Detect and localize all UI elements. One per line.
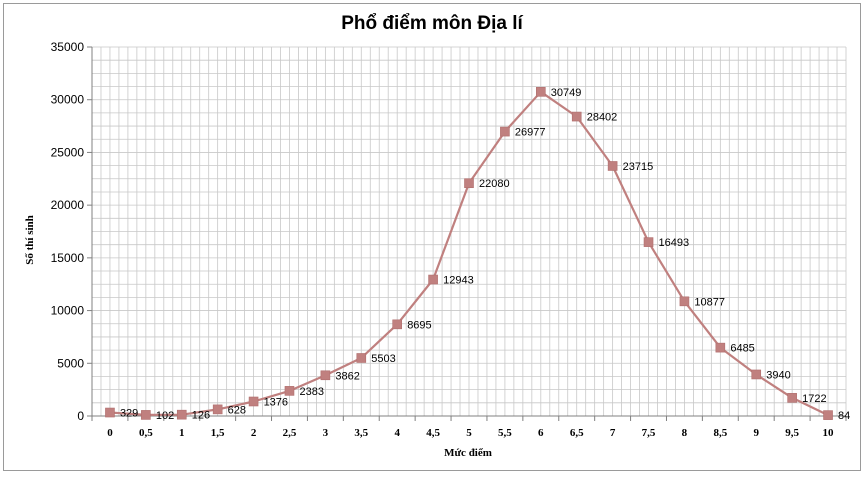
- data-point: [320, 370, 331, 381]
- data-label: 8695: [407, 319, 431, 331]
- x-tick-label: 6,5: [570, 427, 584, 439]
- x-tick-label: 6: [538, 427, 544, 439]
- data-label: 6485: [730, 343, 754, 355]
- y-tick-label: 15000: [51, 251, 85, 265]
- data-point: [751, 369, 762, 380]
- y-tick-label: 20000: [51, 198, 85, 212]
- x-tick-label: 3: [323, 427, 329, 439]
- data-point: [105, 407, 115, 418]
- series: [105, 87, 833, 420]
- x-tick-label: 2,5: [283, 427, 297, 439]
- y-tick-label: 5000: [57, 356, 84, 370]
- y-tick-labels: 0 5000 10000 15000 20000 25000 30000 35000: [51, 40, 85, 423]
- axes: [87, 46, 847, 421]
- x-tick-label: 9,5: [785, 427, 799, 439]
- x-tick-label: 8,5: [713, 427, 727, 439]
- x-tick-label: 1,5: [211, 427, 225, 439]
- data-label: 3862: [335, 370, 359, 382]
- x-tick-label: 1: [179, 427, 185, 439]
- x-tick-label: 4: [394, 427, 400, 439]
- data-label: 3940: [766, 369, 790, 381]
- x-tick-label: 5: [466, 427, 472, 439]
- data-point: [212, 404, 223, 415]
- y-tick-label: 10000: [51, 304, 85, 318]
- data-label: 26977: [515, 127, 546, 139]
- data-point: [356, 353, 367, 363]
- x-tick-label: 2: [251, 427, 257, 439]
- data-label: 1722: [802, 393, 826, 405]
- x-tick-label: 7,5: [642, 427, 656, 439]
- x-tick-label: 0,5: [139, 427, 153, 439]
- grid: [91, 46, 847, 417]
- data-point: [464, 178, 474, 189]
- data-label: 628: [228, 404, 246, 416]
- data-label: 329: [120, 408, 138, 420]
- data-point: [392, 319, 402, 330]
- data-labels: 329 102 126 628 1376 2383 3862 5503 8695 12943 220…: [120, 87, 850, 422]
- data-label: 1376: [264, 396, 288, 408]
- data-label: 102: [156, 410, 174, 422]
- chart-title: Phổ điểm môn Địa lí: [341, 13, 523, 34]
- data-label: 23715: [623, 161, 654, 173]
- x-tick-label: 9: [753, 427, 759, 439]
- x-tick-label: 8: [682, 427, 688, 439]
- data-point: [428, 274, 438, 285]
- data-point: [500, 126, 510, 137]
- data-label: 5503: [371, 353, 395, 365]
- data-point: [823, 410, 833, 420]
- data-point: [715, 342, 726, 353]
- data-point: [176, 409, 187, 420]
- y-tick-label: 35000: [51, 40, 85, 54]
- data-label: 28402: [587, 112, 618, 124]
- data-point: [571, 111, 582, 122]
- y-tick-label: 25000: [51, 145, 85, 159]
- data-label: 2383: [299, 386, 323, 398]
- data-label: 10877: [694, 296, 725, 308]
- x-tick-label: 4,5: [426, 427, 440, 439]
- data-point: [536, 87, 546, 97]
- data-point: [643, 237, 654, 247]
- data-point: [141, 410, 151, 420]
- x-tick-label: 3,5: [354, 427, 368, 439]
- data-point: [607, 161, 618, 171]
- x-axis-label: Mức điểm: [444, 447, 492, 459]
- y-tick-label: 30000: [51, 93, 85, 107]
- data-point: [248, 396, 259, 407]
- data-point: [284, 386, 295, 396]
- data-point: [679, 296, 690, 307]
- data-point: [787, 393, 797, 403]
- x-tick-labels: 0 0,5 1 1,5 2 2,5 3 3,5 4 4,5 5 5,5 6 6,5 7 7,5 8 8,5 9 9,5…: [107, 427, 834, 439]
- data-label: 16493: [659, 237, 690, 249]
- data-label: 126: [192, 410, 210, 422]
- y-axis-label: Số thí sinh: [24, 215, 36, 265]
- x-tick-label: 7: [610, 427, 616, 439]
- x-tick-label: 0: [107, 427, 113, 439]
- x-tick-label: 10: [823, 427, 835, 439]
- data-label: 12943: [443, 275, 474, 287]
- data-label: 84: [838, 410, 850, 422]
- data-label: 22080: [479, 178, 510, 190]
- y-tick-label: 0: [77, 409, 84, 423]
- x-tick-label: 5,5: [498, 427, 512, 439]
- data-label: 30749: [551, 87, 582, 99]
